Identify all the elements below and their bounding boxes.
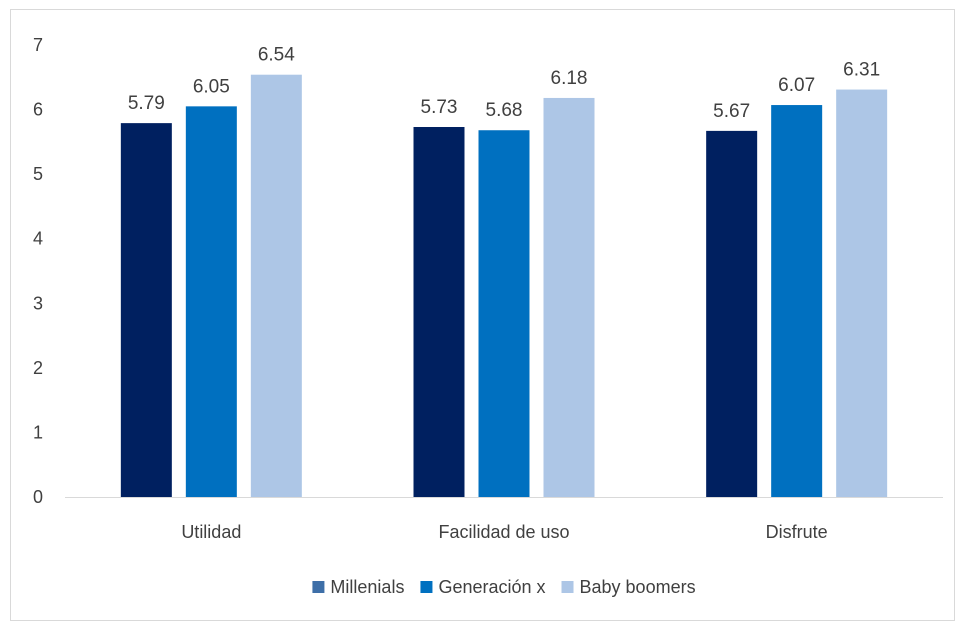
value-label-generacion-x-disfrute: 6.07 [778,75,815,96]
value-label-millenials-utilidad: 5.79 [128,93,165,114]
legend: Millenials Generación x Baby boomers [312,577,696,597]
value-labels: 5.79 6.05 6.54 5.73 5.68 6.18 5.67 6.07 6.31 [128,45,880,122]
category-label-utilidad: Utilidad [181,522,241,542]
legend-label-baby-boomers: Baby boomers [580,577,696,597]
y-tick-label-1: 1 [33,422,43,442]
category-label-facilidad-de-uso: Facilidad de uso [438,522,569,542]
x-axis: Utilidad Facilidad de uso Disfrute [181,522,827,542]
category-label-disfrute: Disfrute [766,522,828,542]
legend-label-generacion-x: Generación x [438,577,545,597]
value-label-millenials-facilidad-de-uso: 5.73 [421,97,458,118]
value-label-baby-boomers-utilidad: 6.54 [258,45,295,66]
bar-baby-boomers-facilidad-de-uso [543,97,595,497]
y-tick-label-4: 4 [33,229,43,249]
bar-millenials-utilidad [120,123,172,497]
y-axis: 0 1 2 3 4 5 6 7 [33,35,43,507]
value-label-generacion-x-facilidad-de-uso: 5.68 [486,100,523,121]
value-label-baby-boomers-facilidad-de-uso: 6.18 [551,68,588,89]
y-tick-label-0: 0 [33,487,43,507]
value-label-baby-boomers-disfrute: 6.31 [843,60,880,81]
legend-swatch-generacion-x [420,581,433,593]
bar-millenials-facilidad-de-uso [413,127,465,498]
y-tick-label-7: 7 [33,35,43,55]
bars [120,74,888,498]
bar-baby-boomers-utilidad [250,74,302,498]
y-tick-label-3: 3 [33,293,43,313]
bar-generacion-x-facilidad-de-uso [478,130,530,497]
legend-swatch-millenials [312,581,325,593]
y-tick-label-5: 5 [33,164,43,184]
bar-generacion-x-disfrute [771,105,823,498]
legend-swatch-baby-boomers [561,581,574,593]
value-label-generacion-x-utilidad: 6.05 [193,76,230,97]
y-tick-label-6: 6 [33,100,43,120]
bar-baby-boomers-disfrute [836,89,888,497]
value-label-millenials-disfrute: 5.67 [713,101,750,122]
y-tick-label-2: 2 [33,358,43,378]
legend-label-millenials: Millenials [330,577,404,597]
bar-generacion-x-utilidad [185,106,237,497]
bar-millenials-disfrute [706,130,758,497]
